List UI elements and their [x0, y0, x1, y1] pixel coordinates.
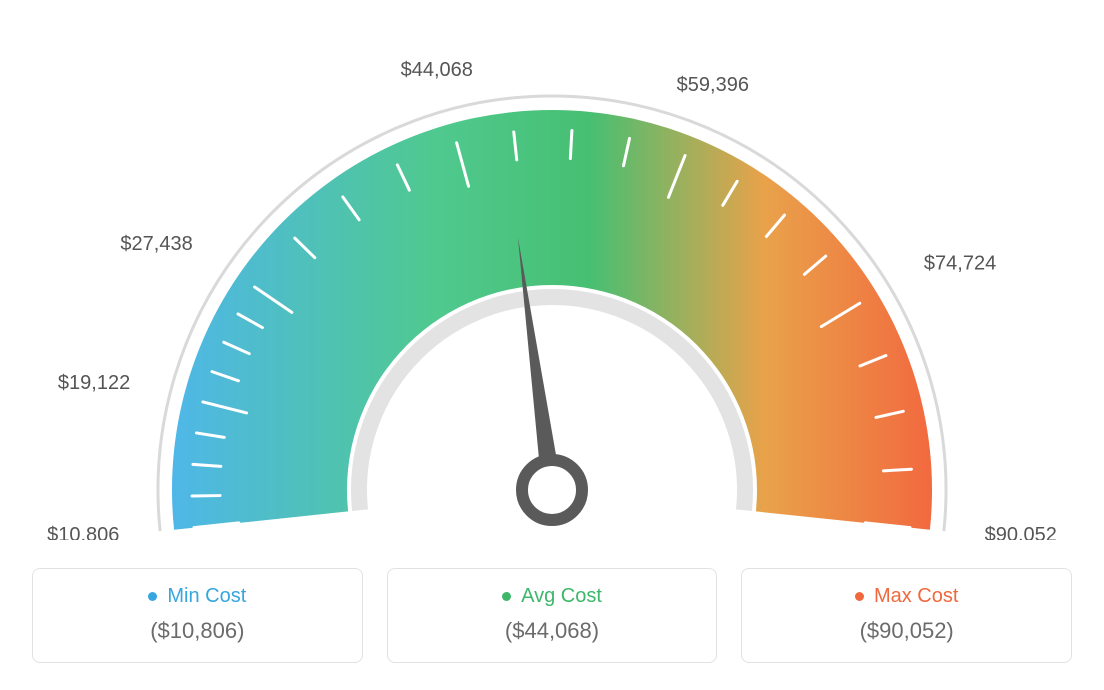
gauge-tick-label: $74,724 — [924, 253, 996, 275]
cost-gauge-chart: $10,806 $19,122 $27,438 $44,068 $59,396 $74,7… — [20, 20, 1084, 663]
legend-title-text: Max Cost — [874, 585, 958, 608]
gauge-tick-label: $59,396 — [677, 74, 749, 96]
gauge-tick-label: $27,438 — [120, 233, 192, 255]
legend-row: Min Cost ($10,806) Avg Cost ($44,068) Max Co… — [20, 568, 1084, 663]
legend-value: ($90,052) — [752, 618, 1061, 644]
legend-dot-icon — [502, 592, 511, 601]
gauge-tick-label: $90,052 — [985, 524, 1057, 540]
gauge-tick-label: $19,122 — [58, 372, 130, 394]
gauge-tick-label: $44,068 — [401, 59, 473, 81]
gauge-tick-label: $10,806 — [47, 524, 119, 540]
legend-title-text: Min Cost — [167, 585, 246, 608]
legend-card: Max Cost ($90,052) — [741, 568, 1072, 663]
legend-card: Min Cost ($10,806) — [32, 568, 363, 663]
gauge-svg: $10,806 $19,122 $27,438 $44,068 $59,396 $74,7… — [20, 20, 1084, 540]
legend-title-text: Avg Cost — [521, 585, 602, 608]
legend-value: ($10,806) — [43, 618, 352, 644]
legend-title: Max Cost — [855, 585, 958, 608]
gauge-svg-container: $10,806 $19,122 $27,438 $44,068 $59,396 $74,7… — [20, 20, 1084, 540]
legend-dot-icon — [148, 592, 157, 601]
legend-dot-icon — [855, 592, 864, 601]
legend-title: Min Cost — [148, 585, 246, 608]
legend-card: Avg Cost ($44,068) — [387, 568, 718, 663]
legend-value: ($44,068) — [398, 618, 707, 644]
legend-title: Avg Cost — [502, 585, 602, 608]
gauge-needle-hub — [522, 460, 582, 520]
